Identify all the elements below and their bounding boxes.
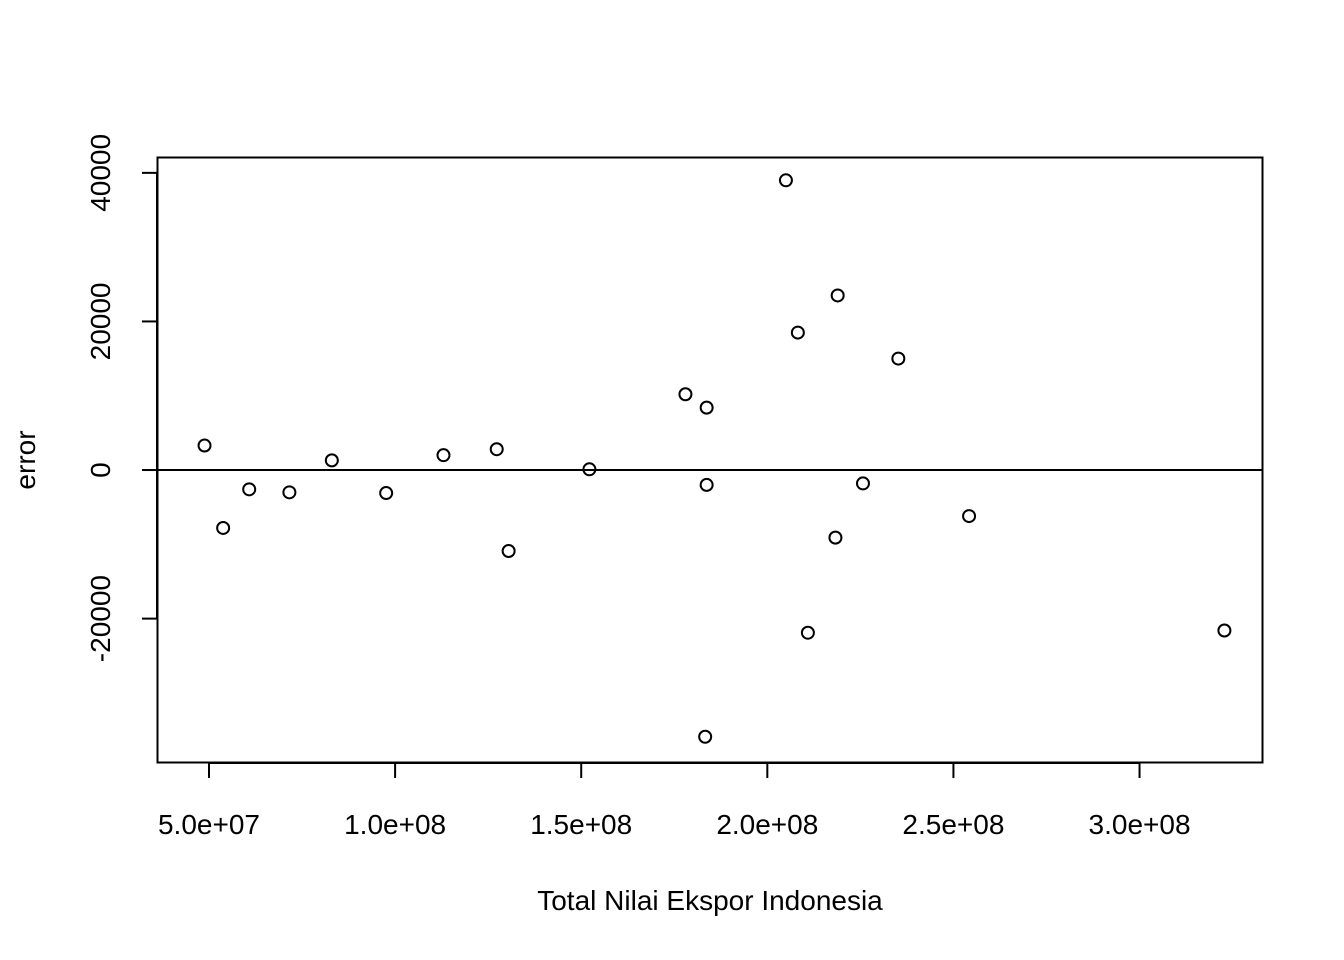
data-point [282,485,297,500]
x-tick-label: 5.0e+07 [158,809,260,840]
x-axis: 5.0e+07 1.0e+08 1.5e+08 2.0e+08 2.5e+08 3.0e+… [158,762,1191,840]
x-tick-label: 1.5e+08 [530,809,632,840]
data-point [242,482,257,497]
data-point [489,442,504,457]
data-point [197,438,212,453]
data-point [962,509,977,524]
data-point [379,486,394,501]
data-point [501,544,516,559]
data-point [778,173,793,188]
x-tick-label: 2.5e+08 [902,809,1004,840]
y-axis: -20000 0 20000 40000 [85,134,158,662]
data-point [699,477,714,492]
data-point [828,530,843,545]
data-point [800,625,815,640]
data-point [790,325,805,340]
y-tick-label: 0 [85,462,116,478]
x-tick-label: 1.0e+08 [344,809,446,840]
x-tick-label: 3.0e+08 [1089,809,1191,840]
y-tick-label: 20000 [85,283,116,361]
data-point [1217,623,1232,638]
data-point [436,448,451,463]
data-point [830,288,845,303]
data-point [698,729,713,744]
x-tick-label: 2.0e+08 [716,809,818,840]
data-point [699,400,714,415]
y-tick-label: -20000 [85,575,116,662]
data-points [197,173,1232,744]
x-axis-title: Total Nilai Ekspor Indonesia [537,885,883,916]
data-point [855,476,870,491]
y-tick-label: 40000 [85,134,116,212]
y-axis-title: error [10,430,41,489]
data-point [582,462,597,477]
data-point [678,387,693,402]
plot-frame [156,156,1264,764]
data-point [324,453,339,468]
data-point [891,351,906,366]
data-point [216,520,231,535]
